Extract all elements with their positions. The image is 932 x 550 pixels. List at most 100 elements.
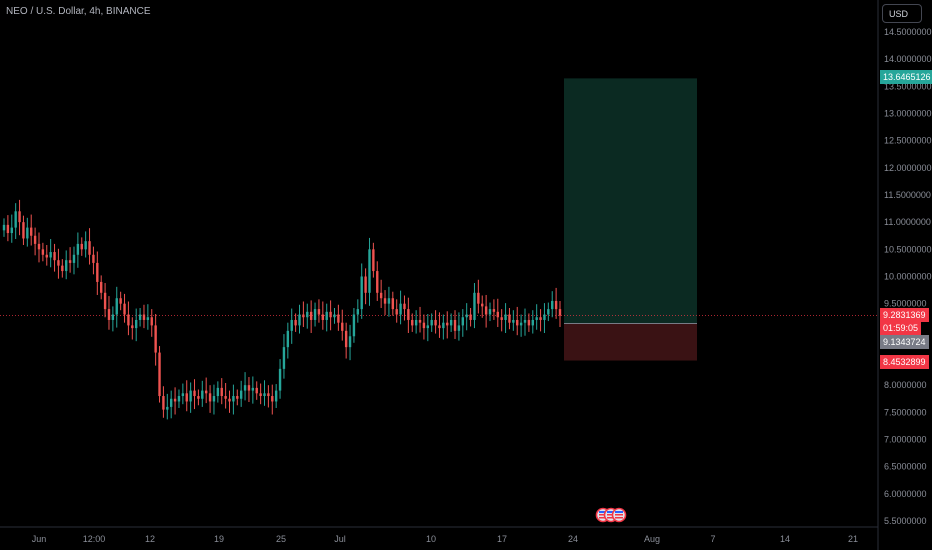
candle xyxy=(531,310,534,334)
candle-body xyxy=(185,393,188,402)
time-tick-label: Aug xyxy=(644,534,660,544)
candle-body xyxy=(49,252,52,258)
candle xyxy=(383,290,387,316)
candle xyxy=(337,304,340,331)
candle-body xyxy=(516,319,519,326)
candle-body xyxy=(465,314,468,318)
candle-body xyxy=(138,314,142,320)
candle-body xyxy=(228,398,231,402)
candle xyxy=(30,214,33,246)
price-tick-label: 5.5000000 xyxy=(884,516,927,526)
time-tick-label: 12:00 xyxy=(83,534,106,544)
candle-body xyxy=(290,319,293,331)
candle-body xyxy=(399,303,402,315)
candle xyxy=(173,387,177,415)
candle-body xyxy=(216,387,220,397)
candle xyxy=(189,382,192,413)
candle-body xyxy=(259,393,262,397)
candle xyxy=(33,227,37,256)
candle xyxy=(368,237,371,306)
candle-body xyxy=(208,393,212,402)
candle xyxy=(341,309,344,341)
candle xyxy=(484,294,488,328)
price-tick-label: 9.5000000 xyxy=(884,299,927,309)
candle xyxy=(523,308,527,336)
entry-badge: 9.1343724 xyxy=(880,335,929,349)
candle-body xyxy=(395,309,398,315)
candle-body xyxy=(267,393,270,397)
candle-body xyxy=(173,398,177,402)
candle xyxy=(134,308,138,342)
candle-body xyxy=(57,260,60,266)
candle-body xyxy=(341,322,344,331)
candle xyxy=(453,310,457,339)
currency-button[interactable]: USD xyxy=(882,4,922,23)
candle-body xyxy=(391,298,395,310)
candle xyxy=(208,385,212,413)
candle xyxy=(418,306,422,333)
profit-zone[interactable] xyxy=(564,78,697,324)
candle-body xyxy=(243,385,247,391)
candle-body xyxy=(150,317,153,326)
candle xyxy=(535,304,538,330)
candle-body xyxy=(197,396,200,399)
time-tick-label: 19 xyxy=(214,534,224,544)
candle xyxy=(481,295,484,318)
candle xyxy=(169,390,173,419)
candle xyxy=(278,359,282,399)
countdown-badge: 01:59:05 xyxy=(880,321,922,335)
candle xyxy=(267,385,270,408)
candle xyxy=(309,300,313,334)
candle xyxy=(442,314,445,340)
candle xyxy=(107,296,111,330)
candle xyxy=(302,301,305,328)
candle xyxy=(294,313,297,332)
candle xyxy=(92,246,95,275)
candle xyxy=(14,203,17,240)
candle-body xyxy=(119,298,122,304)
price-tick-label: 12.0000000 xyxy=(884,163,932,173)
candle-body xyxy=(500,317,503,320)
time-tick-label: 17 xyxy=(497,534,507,544)
candle xyxy=(158,346,161,403)
candle xyxy=(317,299,321,323)
candle xyxy=(259,383,262,405)
loss-zone[interactable] xyxy=(564,323,697,361)
candle-body xyxy=(453,319,457,331)
event-flag-icon[interactable] xyxy=(611,507,627,523)
candle-body xyxy=(442,322,445,329)
candle-body xyxy=(376,271,379,293)
candle-body xyxy=(169,398,173,407)
candle-body xyxy=(247,385,251,391)
candle xyxy=(111,306,115,332)
candle-body xyxy=(306,311,309,318)
candle xyxy=(344,322,348,359)
candle xyxy=(146,304,150,330)
price-tick-label: 7.5000000 xyxy=(884,407,927,417)
candle-body xyxy=(488,309,492,315)
event-markers[interactable] xyxy=(595,507,627,523)
price-tick-label: 14.5000000 xyxy=(884,27,932,37)
candle-body xyxy=(274,390,278,402)
candle-body xyxy=(383,298,387,304)
candle-body xyxy=(551,300,554,310)
candle xyxy=(411,313,414,332)
candle xyxy=(387,286,391,317)
candle xyxy=(22,215,25,245)
candle xyxy=(488,302,492,322)
candle xyxy=(212,384,216,415)
candle xyxy=(290,308,293,344)
candle xyxy=(539,309,542,332)
candle xyxy=(449,313,453,332)
price-tick-label: 13.0000000 xyxy=(884,109,932,119)
candle-body xyxy=(414,319,418,326)
candle-body xyxy=(193,390,196,397)
candle-body xyxy=(224,396,227,399)
candle-body xyxy=(96,262,99,282)
candle-body xyxy=(411,319,414,326)
candle-body xyxy=(477,292,480,304)
candle xyxy=(527,313,531,332)
candle xyxy=(379,279,383,309)
